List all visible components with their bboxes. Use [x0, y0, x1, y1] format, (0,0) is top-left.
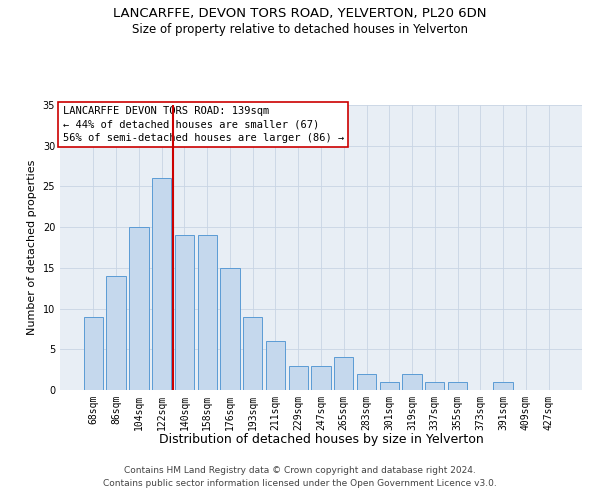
Bar — [175, 236, 194, 390]
Y-axis label: Number of detached properties: Number of detached properties — [27, 160, 37, 335]
Bar — [266, 341, 285, 390]
Bar — [129, 227, 149, 390]
Text: Distribution of detached houses by size in Yelverton: Distribution of detached houses by size … — [158, 432, 484, 446]
Bar — [243, 316, 262, 390]
Bar — [334, 358, 353, 390]
Text: LANCARFFE DEVON TORS ROAD: 139sqm
← 44% of detached houses are smaller (67)
56% : LANCARFFE DEVON TORS ROAD: 139sqm ← 44% … — [62, 106, 344, 143]
Bar — [106, 276, 126, 390]
Bar — [448, 382, 467, 390]
Text: Contains HM Land Registry data © Crown copyright and database right 2024.
Contai: Contains HM Land Registry data © Crown c… — [103, 466, 497, 487]
Bar — [289, 366, 308, 390]
Text: Size of property relative to detached houses in Yelverton: Size of property relative to detached ho… — [132, 22, 468, 36]
Bar — [84, 316, 103, 390]
Bar — [357, 374, 376, 390]
Bar — [493, 382, 513, 390]
Bar — [380, 382, 399, 390]
Bar — [425, 382, 445, 390]
Text: LANCARFFE, DEVON TORS ROAD, YELVERTON, PL20 6DN: LANCARFFE, DEVON TORS ROAD, YELVERTON, P… — [113, 8, 487, 20]
Bar — [220, 268, 239, 390]
Bar — [152, 178, 172, 390]
Bar — [311, 366, 331, 390]
Bar — [197, 236, 217, 390]
Bar — [403, 374, 422, 390]
